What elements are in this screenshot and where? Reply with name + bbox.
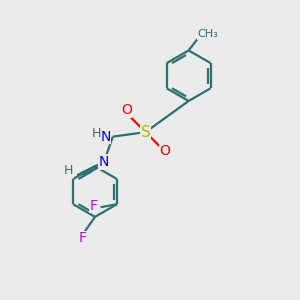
Text: CH₃: CH₃ [198,29,218,39]
Text: H: H [92,127,101,140]
Text: O: O [159,145,170,158]
Text: N: N [100,130,111,144]
Text: S: S [141,125,150,140]
Text: H: H [64,164,74,177]
Text: O: O [121,103,132,117]
Text: F: F [79,231,86,245]
Text: N: N [99,155,109,169]
Text: F: F [90,199,98,213]
